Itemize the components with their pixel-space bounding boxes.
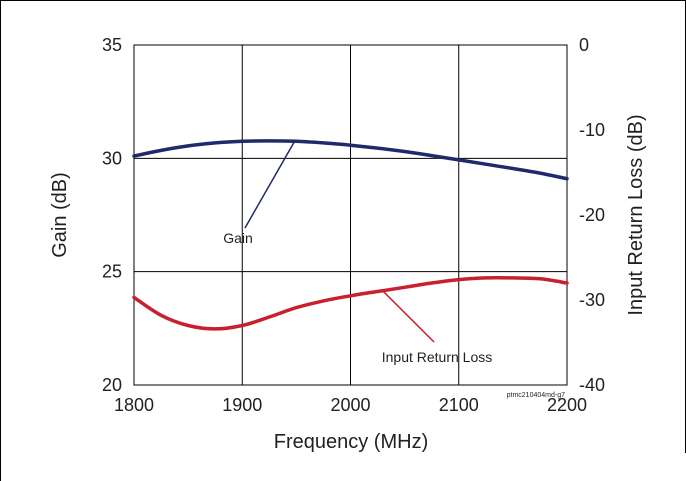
part-code-label: ptmc210404md-g7 xyxy=(507,392,565,399)
plot-area xyxy=(133,44,568,386)
y-right-tick-label: -10 xyxy=(579,120,605,140)
y-left-tick-labels: 20 25 30 35 xyxy=(102,35,122,395)
y-left-tick-label: 20 xyxy=(102,375,122,395)
y-right-tick-label: -30 xyxy=(579,290,605,310)
y-right-tick-label: 0 xyxy=(579,35,589,55)
series-layer xyxy=(132,139,569,331)
gain-series-line xyxy=(132,139,569,181)
y-right-tick-label: -40 xyxy=(579,375,605,395)
x-tick-label: 1800 xyxy=(114,395,154,415)
input-return-loss-series-line xyxy=(132,275,569,331)
y-left-axis-title: Gain (dB) xyxy=(49,172,71,258)
y-left-tick-label: 25 xyxy=(102,262,122,282)
y-left-tick-label: 35 xyxy=(102,35,122,55)
y-left-tick-label: 30 xyxy=(102,148,122,168)
x-tick-label: 1900 xyxy=(222,395,262,415)
input-return-loss-leader-line xyxy=(382,290,435,343)
gain-leader-line xyxy=(244,141,295,229)
x-tick-label: 2100 xyxy=(439,395,479,415)
y-right-tick-label: -20 xyxy=(579,205,605,225)
y-right-axis-title: Input Return Loss (dB) xyxy=(625,114,647,315)
grid-lines xyxy=(134,45,567,385)
y-right-tick-labels: -40 -30 -20 -10 0 xyxy=(579,35,605,395)
x-tick-labels: 1800 1900 2000 2100 2200 xyxy=(114,395,587,415)
x-tick-label: 2000 xyxy=(330,395,370,415)
x-axis-title: Frequency (MHz) xyxy=(274,431,428,453)
annotation-leaders xyxy=(244,141,435,343)
x-tick-label: 2200 xyxy=(547,395,587,415)
input-return-loss-annotation-label: Input Return Loss xyxy=(382,349,493,365)
gain-annotation-label: Gain xyxy=(223,230,253,246)
